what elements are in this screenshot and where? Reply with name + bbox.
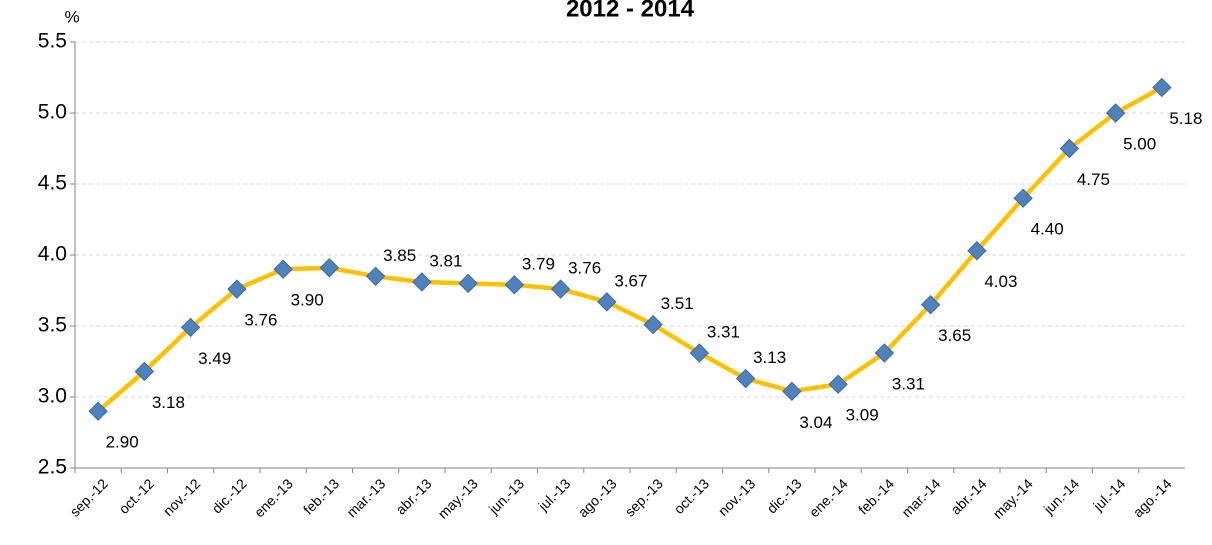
x-tick-label: ene.-13 <box>251 475 296 520</box>
x-tick-label: mar.-13 <box>343 475 388 520</box>
data-label: 3.31 <box>707 322 740 341</box>
x-tick-label: jul.-14 <box>1089 475 1128 514</box>
x-tick-label: feb.-14 <box>855 475 897 517</box>
marker <box>458 273 478 294</box>
marker <box>828 374 848 394</box>
data-label: 2.90 <box>106 433 139 452</box>
x-tick-label: oct.-13 <box>671 475 713 517</box>
x-tick-label: abr.-14 <box>947 475 989 517</box>
data-label: 3.18 <box>152 393 185 412</box>
marker <box>967 241 987 261</box>
data-label: 3.81 <box>429 251 462 270</box>
marker <box>689 343 710 363</box>
x-tick-label: ago.-13 <box>575 475 620 520</box>
marker <box>319 258 340 278</box>
data-label: 4.03 <box>984 272 1017 291</box>
data-label: 4.40 <box>1031 220 1064 239</box>
x-tick-label: dic.-12 <box>209 475 250 516</box>
marker <box>1013 188 1033 208</box>
marker <box>782 381 802 402</box>
marker <box>227 279 247 299</box>
marker <box>874 343 895 363</box>
marker <box>1059 138 1080 159</box>
x-tick-label: ene.-14 <box>806 475 851 520</box>
x-tick-label: feb.-13 <box>300 475 342 517</box>
y-tick-label: 3.0 <box>38 385 67 408</box>
marker <box>597 292 617 312</box>
data-label: 3.79 <box>522 254 555 273</box>
x-tick-label: abr.-13 <box>392 475 434 517</box>
data-label: 3.76 <box>568 259 601 278</box>
x-tick-label: jun.-13 <box>485 475 527 517</box>
x-tick-label: oct.-12 <box>116 475 158 517</box>
marker <box>550 279 571 299</box>
data-label: 3.13 <box>753 348 786 367</box>
y-axis-label: % <box>64 7 79 26</box>
x-tick-label: may.-14 <box>990 475 1036 521</box>
y-tick-label: 3.5 <box>38 314 67 337</box>
data-label: 5.18 <box>1169 109 1202 128</box>
data-label: 3.90 <box>291 291 324 310</box>
x-tick-label: mar.-14 <box>898 475 943 520</box>
data-label: 3.04 <box>799 413 832 432</box>
y-tick-label: 2.5 <box>38 456 67 479</box>
data-label: 3.51 <box>661 294 694 313</box>
x-tick-label: jul.-13 <box>534 475 573 514</box>
marker <box>920 294 941 315</box>
x-tick-label: jun.-14 <box>1040 475 1082 517</box>
marker <box>88 401 108 421</box>
marker <box>134 361 155 382</box>
x-tick-label: ago.-14 <box>1130 475 1175 520</box>
data-label: 5.00 <box>1123 134 1156 153</box>
marker <box>180 317 201 338</box>
x-tick-label: nov.-12 <box>160 475 204 519</box>
marker <box>735 368 756 389</box>
marker <box>1152 77 1172 98</box>
data-label: 3.09 <box>846 406 879 425</box>
marker <box>1105 103 1126 123</box>
data-label: 3.76 <box>244 311 277 330</box>
marker <box>365 266 386 287</box>
y-tick-label: 5.0 <box>38 101 67 124</box>
marker <box>504 275 525 295</box>
x-tick-label: dic.-13 <box>764 475 805 516</box>
marker <box>412 272 432 292</box>
x-tick-label: sep.-12 <box>67 475 111 519</box>
chart-title: 2012 - 2014 <box>566 0 695 22</box>
series-line <box>96 85 1163 413</box>
marker <box>273 259 293 279</box>
data-label: 3.85 <box>383 246 416 265</box>
y-tick-label: 5.5 <box>38 30 67 53</box>
data-label: 3.31 <box>892 374 925 393</box>
marker <box>643 314 663 335</box>
y-tick-label: 4.5 <box>38 172 67 195</box>
y-tick-label: 4.0 <box>38 243 67 266</box>
data-label: 3.67 <box>614 271 647 290</box>
x-tick-label: sep.-13 <box>622 475 666 519</box>
data-label: 3.49 <box>198 349 231 368</box>
data-label: 3.65 <box>938 326 971 345</box>
data-label: 4.75 <box>1077 170 1110 189</box>
x-tick-label: nov.-13 <box>715 475 759 519</box>
x-tick-label: may.-13 <box>435 475 481 521</box>
